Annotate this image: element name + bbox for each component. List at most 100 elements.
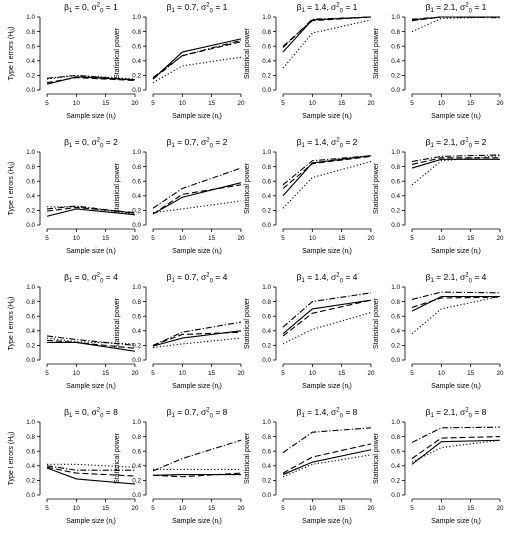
- y-axis-label: Type I errors (H0): [8, 162, 17, 216]
- series-line-dotdash: [282, 155, 372, 186]
- series-line-solid: [46, 208, 136, 217]
- y-tick-label: 0.4: [262, 463, 271, 470]
- series-line-dotdash: [152, 167, 242, 209]
- x-tick-label: 10: [73, 100, 81, 107]
- x-tick-label: 5: [281, 505, 285, 512]
- panel-title: β1 = 1.4, σ20 = 1: [297, 2, 358, 15]
- series-line-dotted: [152, 200, 242, 214]
- y-axis-label: Statistical power: [114, 297, 121, 349]
- y-tick-label: 1.0: [132, 149, 141, 156]
- series-line-solid: [153, 474, 241, 476]
- y-tick-label: 0.0: [132, 492, 141, 499]
- panel-title: β1 = 1.4, σ20 = 8: [297, 407, 358, 420]
- x-tick-label: 20: [496, 370, 504, 377]
- y-tick-label: 1.0: [26, 284, 35, 291]
- x-tick-label: 15: [102, 235, 110, 242]
- y-tick-label: 0.4: [262, 58, 271, 65]
- y-tick-label: 0.6: [262, 448, 271, 455]
- x-tick-label: 5: [151, 100, 155, 107]
- series-line-solid: [282, 449, 372, 476]
- y-tick-label: 0.2: [262, 478, 271, 485]
- panel-title: β1 = 0.7, σ20 = 2: [167, 137, 228, 150]
- series-line-dotted: [282, 454, 372, 478]
- series-line-dotdash: [46, 205, 136, 214]
- series-line-solid: [282, 16, 371, 53]
- x-tick-label: 10: [179, 505, 187, 512]
- series-line-dotted: [47, 463, 135, 468]
- x-tick-label: 15: [338, 235, 346, 242]
- y-tick-label: 0.6: [262, 43, 271, 50]
- y-tick-label: 1.0: [132, 14, 141, 21]
- panel-1-1: β1 = 0.7, σ20 = 2 0.0 0.2 0.4 0.6 0.8 1.0 5 10 15…: [114, 137, 245, 257]
- y-tick-label: 0.8: [391, 164, 400, 171]
- y-tick-label: 0.6: [262, 178, 271, 185]
- x-tick-label: 20: [367, 505, 375, 512]
- series-line-dotted: [411, 16, 500, 33]
- x-tick-label: 15: [467, 100, 475, 107]
- series-line-dotdash: [411, 426, 500, 443]
- y-tick-label: 0.0: [26, 222, 35, 229]
- y-tick-label: 0.8: [391, 29, 400, 36]
- y-tick-label: 0.6: [391, 43, 400, 50]
- x-tick-label: 15: [338, 505, 346, 512]
- x-tick-label: 5: [410, 235, 414, 242]
- x-tick-label: 20: [131, 370, 139, 377]
- x-tick-label: 5: [151, 505, 155, 512]
- x-tick-label: 5: [410, 505, 414, 512]
- y-tick-label: 0.2: [26, 478, 35, 485]
- x-axis-label: Sample size (ni): [172, 383, 222, 392]
- y-tick-label: 0.6: [262, 313, 271, 320]
- x-axis-label: Sample size (ni): [66, 113, 116, 122]
- y-tick-label: 0.0: [262, 357, 271, 364]
- series-line-dashed: [282, 155, 372, 189]
- y-tick-label: 0.8: [26, 299, 35, 306]
- y-tick-label: 0.8: [132, 434, 141, 441]
- panel-2-1: β1 = 0.7, σ20 = 4 0.0 0.2 0.4 0.6 0.8 1.0 5 10 15…: [114, 272, 245, 392]
- panel-title: β1 = 0.7, σ20 = 1: [167, 2, 228, 15]
- panel-1-0: β1 = 0, σ20 = 2 0.0 0.2 0.4 0.6 0.8 1.0 5 10 15 20…: [8, 137, 139, 257]
- series-line-dashed: [282, 299, 372, 337]
- series-line-solid: [282, 155, 372, 197]
- panel-title: β1 = 0, σ20 = 4: [64, 272, 118, 285]
- panel-title: β1 = 0.7, σ20 = 8: [167, 407, 228, 420]
- series-line-solid: [46, 467, 136, 485]
- x-tick-label: 20: [496, 235, 504, 242]
- series-line-dashed: [46, 339, 136, 349]
- x-tick-label: 10: [73, 505, 81, 512]
- series-line-dotdash: [46, 465, 135, 471]
- x-axis-label: Sample size (ni): [66, 248, 116, 257]
- y-tick-label: 1.0: [391, 14, 400, 21]
- series-line-dashed: [282, 443, 372, 474]
- y-tick-label: 1.0: [391, 149, 400, 156]
- series-line-dotted: [282, 19, 372, 69]
- y-tick-label: 0.4: [26, 193, 35, 200]
- y-tick-label: 0.8: [132, 29, 141, 36]
- y-tick-label: 0.2: [26, 343, 35, 350]
- x-tick-label: 20: [237, 100, 245, 107]
- y-axis-label: Statistical power: [114, 432, 121, 484]
- series-line-dotdash: [282, 292, 372, 328]
- y-tick-label: 1.0: [26, 419, 35, 426]
- x-tick-label: 10: [179, 370, 187, 377]
- x-tick-label: 15: [467, 370, 475, 377]
- series-line-dashed: [152, 184, 242, 215]
- y-tick-label: 0.4: [262, 193, 271, 200]
- y-tick-label: 0.6: [132, 313, 141, 320]
- x-tick-label: 10: [438, 100, 446, 107]
- y-tick-label: 0.2: [262, 73, 271, 80]
- y-tick-label: 0.2: [26, 73, 35, 80]
- y-tick-label: 1.0: [132, 419, 141, 426]
- y-tick-label: 0.6: [391, 448, 400, 455]
- series-line-dotdash: [282, 16, 371, 49]
- series-line-dotdash: [411, 16, 500, 20]
- y-tick-label: 0.0: [132, 357, 141, 364]
- y-tick-label: 0.2: [391, 343, 400, 350]
- y-tick-label: 0.4: [132, 463, 141, 470]
- series-line-dashed: [411, 436, 500, 459]
- y-tick-label: 0.2: [391, 73, 400, 80]
- series-line-dotted: [152, 337, 242, 349]
- x-axis-label: Sample size (ni): [431, 248, 481, 257]
- y-tick-label: 1.0: [391, 284, 400, 291]
- x-tick-label: 10: [309, 370, 317, 377]
- y-axis-label: Statistical power: [244, 432, 251, 484]
